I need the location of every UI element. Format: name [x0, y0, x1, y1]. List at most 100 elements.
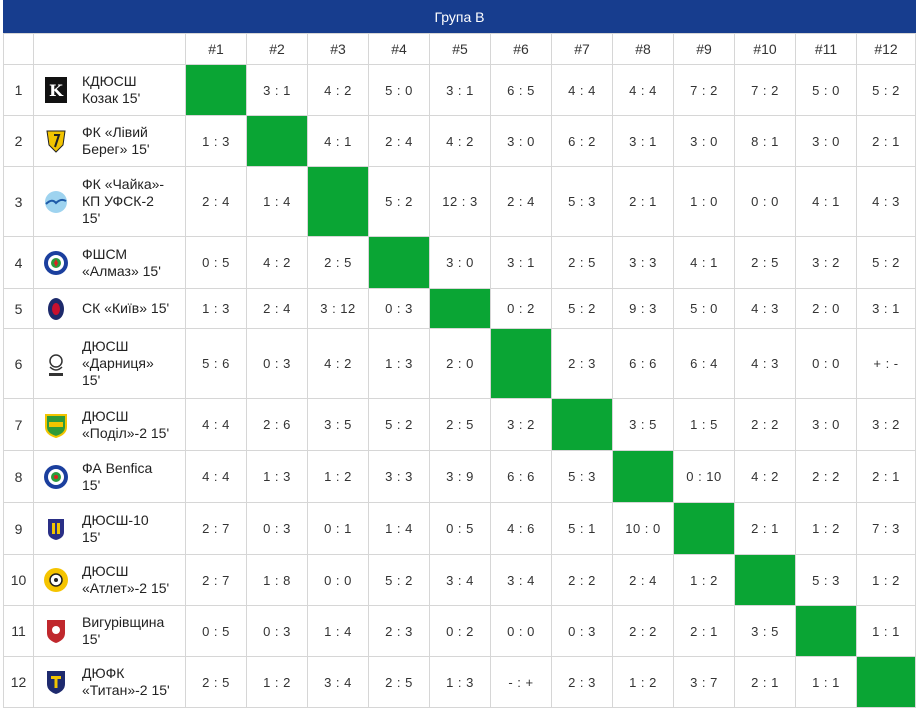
match-score[interactable]: 7 : 3	[856, 502, 916, 555]
match-score[interactable]: 0 : 0	[490, 605, 552, 657]
match-score[interactable]: 1 : 3	[429, 656, 491, 708]
match-score[interactable]: 5 : 0	[368, 64, 430, 116]
match-score[interactable]: 1 : 4	[246, 166, 308, 237]
match-score[interactable]: 2 : 0	[429, 328, 491, 399]
match-score[interactable]: 3 : 0	[490, 115, 552, 167]
match-score[interactable]: 5 : 2	[856, 236, 916, 289]
team-name[interactable]: СК «Київ» 15'	[82, 300, 169, 317]
match-score[interactable]: 0 : 2	[490, 288, 552, 329]
match-score[interactable]: 7 : 2	[734, 64, 796, 116]
match-score[interactable]: 1 : 2	[307, 450, 369, 503]
match-score[interactable]: 1 : 3	[185, 288, 247, 329]
match-score[interactable]: 5 : 2	[856, 64, 916, 116]
match-score[interactable]: 4 : 1	[673, 236, 735, 289]
match-score[interactable]: 3 : 5	[734, 605, 796, 657]
team-cell[interactable]: Вигурівщина 15'	[33, 605, 186, 657]
match-score[interactable]: 1 : 3	[185, 115, 247, 167]
match-score[interactable]: 2 : 1	[856, 450, 916, 503]
match-score[interactable]: 0 : 5	[185, 605, 247, 657]
team-cell[interactable]: ДЮСШ «Поділ»-2 15'	[33, 398, 186, 451]
match-score[interactable]: 5 : 2	[368, 166, 430, 237]
match-score[interactable]: 0 : 1	[307, 502, 369, 555]
match-score[interactable]: 0 : 5	[185, 236, 247, 289]
team-cell[interactable]: ДЮФК «Титан»-2 15'	[33, 656, 186, 708]
match-score[interactable]: 2 : 6	[246, 398, 308, 451]
match-score[interactable]: 2 : 2	[795, 450, 857, 503]
match-score[interactable]: 0 : 3	[551, 605, 613, 657]
match-score[interactable]: 5 : 2	[551, 288, 613, 329]
match-score[interactable]: 2 : 3	[551, 328, 613, 399]
match-score[interactable]: 3 : 4	[307, 656, 369, 708]
team-cell[interactable]: ДЮСШ «Атлет»-2 15'	[33, 554, 186, 606]
match-score[interactable]: 2 : 1	[734, 656, 796, 708]
match-score[interactable]: 2 : 3	[551, 656, 613, 708]
match-score[interactable]: 6 : 2	[551, 115, 613, 167]
match-score[interactable]: 4 : 4	[551, 64, 613, 116]
match-score[interactable]: 3 : 1	[856, 288, 916, 329]
match-score[interactable]: 3 : 2	[856, 398, 916, 451]
match-score[interactable]: 3 : 5	[307, 398, 369, 451]
match-score[interactable]: 2 : 4	[246, 288, 308, 329]
team-name[interactable]: ФК «Чайка»- КП УФСК-2 15'	[82, 176, 164, 227]
match-score[interactable]: 1 : 4	[307, 605, 369, 657]
match-score[interactable]: 0 : 0	[307, 554, 369, 606]
match-score[interactable]: 2 : 1	[856, 115, 916, 167]
team-name[interactable]: Вигурівщина 15'	[82, 614, 164, 648]
match-score[interactable]: 1 : 2	[612, 656, 674, 708]
match-score[interactable]: 0 : 3	[246, 605, 308, 657]
match-score[interactable]: 3 : 1	[490, 236, 552, 289]
match-score[interactable]: 4 : 3	[734, 328, 796, 399]
match-score[interactable]: 9 : 3	[612, 288, 674, 329]
match-score[interactable]: 1 : 5	[673, 398, 735, 451]
match-score[interactable]: 0 : 3	[246, 502, 308, 555]
match-score[interactable]: 3 : 1	[429, 64, 491, 116]
match-score[interactable]: 6 : 6	[490, 450, 552, 503]
match-score[interactable]: 4 : 1	[795, 166, 857, 237]
match-score[interactable]: 2 : 1	[612, 166, 674, 237]
team-cell[interactable]: СК «Київ» 15'	[33, 288, 186, 329]
team-cell[interactable]: ДЮСШ «Дарниця» 15'	[33, 328, 186, 399]
match-score[interactable]: 1 : 4	[368, 502, 430, 555]
match-score[interactable]: 1 : 1	[856, 605, 916, 657]
match-score[interactable]: 5 : 3	[795, 554, 857, 606]
match-score[interactable]: 1 : 2	[673, 554, 735, 606]
match-score[interactable]: 2 : 5	[307, 236, 369, 289]
match-score[interactable]: + : -	[856, 328, 916, 399]
match-score[interactable]: 2 : 1	[673, 605, 735, 657]
match-score[interactable]: 2 : 2	[734, 398, 796, 451]
match-score[interactable]: 6 : 5	[490, 64, 552, 116]
match-score[interactable]: 3 : 9	[429, 450, 491, 503]
match-score[interactable]: 4 : 3	[734, 288, 796, 329]
match-score[interactable]: 3 : 3	[368, 450, 430, 503]
match-score[interactable]: 2 : 5	[429, 398, 491, 451]
match-score[interactable]: 1 : 2	[795, 502, 857, 555]
match-score[interactable]: 2 : 7	[185, 502, 247, 555]
team-name[interactable]: ФА Benfica 15'	[82, 460, 152, 494]
team-cell[interactable]: ФШСМ «Алмаз» 15'	[33, 236, 186, 289]
match-score[interactable]: - : +	[490, 656, 552, 708]
match-score[interactable]: 0 : 2	[429, 605, 491, 657]
match-score[interactable]: 4 : 2	[734, 450, 796, 503]
match-score[interactable]: 0 : 0	[734, 166, 796, 237]
match-score[interactable]: 2 : 5	[734, 236, 796, 289]
match-score[interactable]: 8 : 1	[734, 115, 796, 167]
match-score[interactable]: 3 : 5	[612, 398, 674, 451]
match-score[interactable]: 2 : 5	[185, 656, 247, 708]
team-name[interactable]: ДЮСШ «Атлет»-2 15'	[82, 563, 169, 597]
match-score[interactable]: 4 : 4	[612, 64, 674, 116]
match-score[interactable]: 6 : 6	[612, 328, 674, 399]
match-score[interactable]: 5 : 1	[551, 502, 613, 555]
team-name[interactable]: ФШСМ «Алмаз» 15'	[82, 246, 161, 280]
match-score[interactable]: 3 : 2	[795, 236, 857, 289]
match-score[interactable]: 0 : 0	[795, 328, 857, 399]
match-score[interactable]: 12 : 3	[429, 166, 491, 237]
team-cell[interactable]: ФА Benfica 15'	[33, 450, 186, 503]
match-score[interactable]: 3 : 4	[429, 554, 491, 606]
team-cell[interactable]: ФК «Чайка»- КП УФСК-2 15'	[33, 166, 186, 237]
match-score[interactable]: 1 : 2	[856, 554, 916, 606]
match-score[interactable]: 3 : 0	[795, 398, 857, 451]
match-score[interactable]: 3 : 0	[795, 115, 857, 167]
match-score[interactable]: 1 : 0	[673, 166, 735, 237]
match-score[interactable]: 4 : 2	[246, 236, 308, 289]
team-name[interactable]: КДЮСШ Козак 15'	[82, 73, 140, 107]
